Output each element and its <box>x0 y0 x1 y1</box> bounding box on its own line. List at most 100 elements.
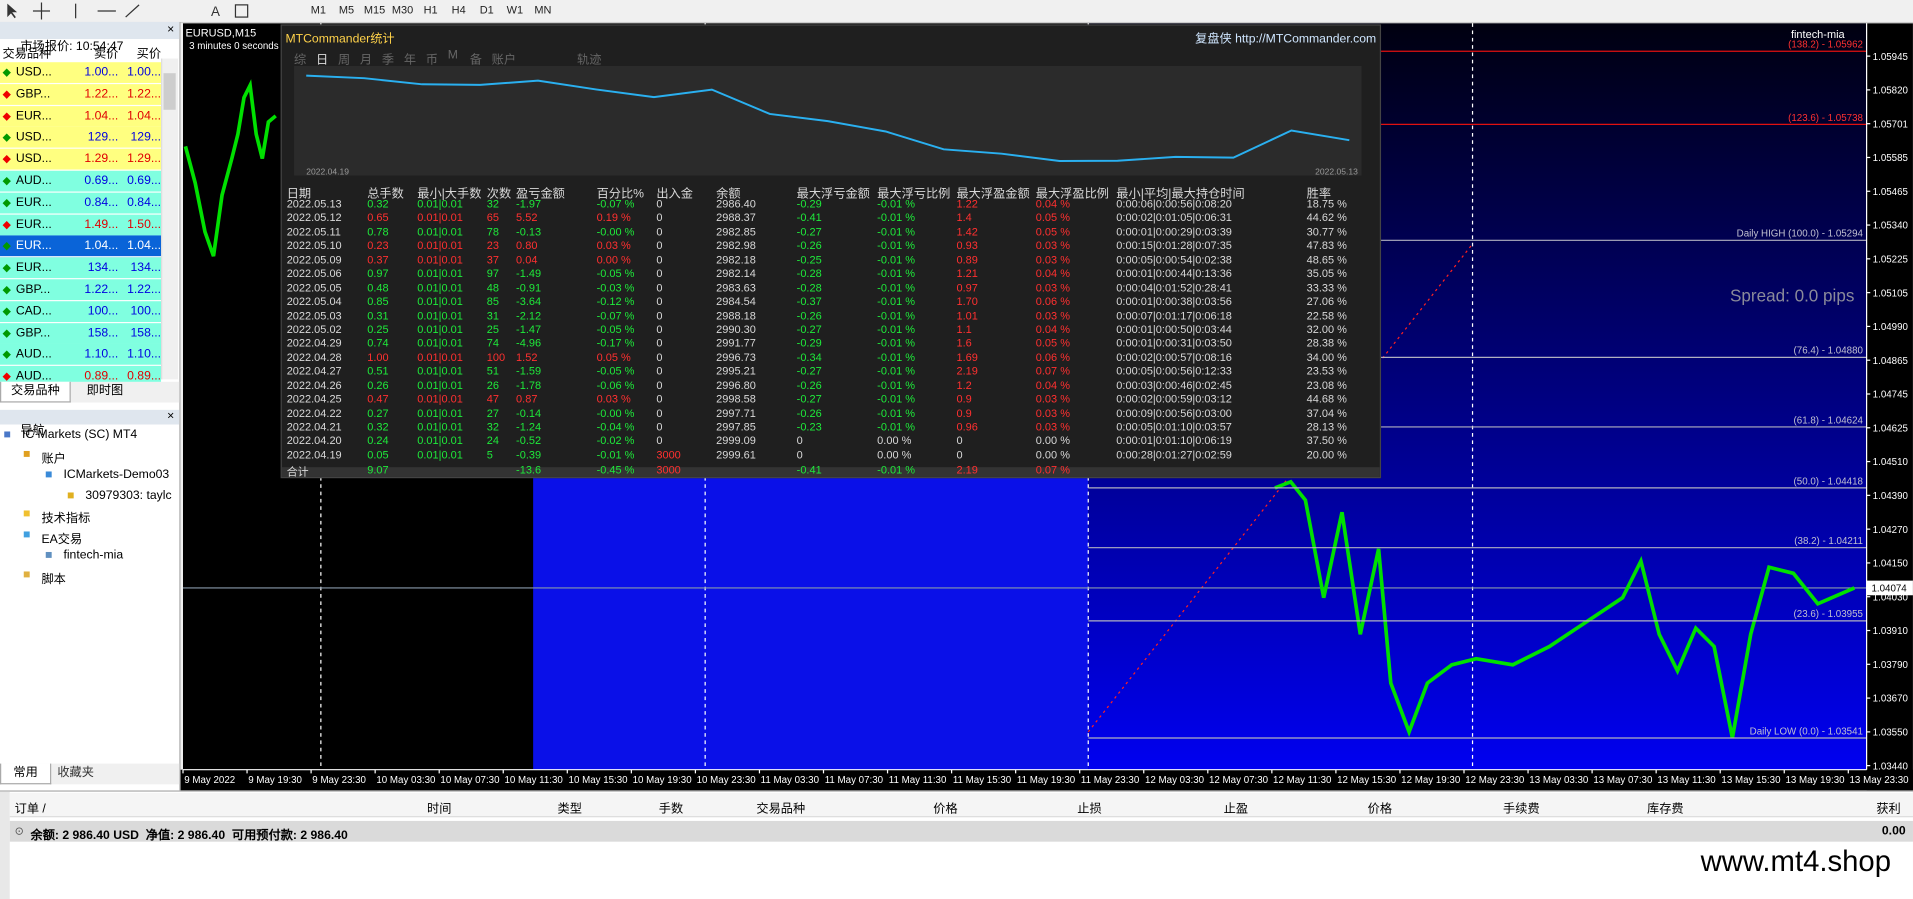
timeframe-button[interactable]: M15 <box>363 3 386 16</box>
timeframe-button[interactable]: H1 <box>423 3 438 16</box>
table-cell: 0.03 % <box>1035 392 1070 406</box>
table-cell: 0.32 <box>367 420 389 434</box>
table-cell: 0:00:05|0:01:10|0:03:57 <box>1116 420 1232 434</box>
table-cell: 0 <box>956 448 963 461</box>
price-label: 1.04390 <box>1873 491 1909 502</box>
tab[interactable]: 常用 <box>0 763 52 785</box>
symbol-row[interactable]: ◆ EUR... 1.04... 1.04... <box>0 235 162 258</box>
column-header[interactable]: 库存费 <box>1647 802 1684 817</box>
column-header[interactable]: 订单 / <box>14 802 46 817</box>
table-cell: 0.00 % <box>877 448 912 461</box>
symbol-row[interactable]: ◆ EUR... 1.49... 1.50... <box>0 214 162 237</box>
symbol-row[interactable]: ◆ USD... 1.00... 1.00... <box>0 62 162 85</box>
timeframe-button[interactable]: M1 <box>310 3 327 16</box>
tab[interactable]: 即时图 <box>86 384 124 398</box>
symbol-row[interactable]: ◆ EUR... 0.84... 0.84... <box>0 192 162 215</box>
stats-tab[interactable]: 年 <box>403 53 417 68</box>
table-cell: 78 <box>486 225 499 238</box>
table-cell: 1.52 <box>516 351 538 364</box>
tree-item[interactable]: ICMarkets-Demo03 <box>63 468 170 482</box>
tree-item[interactable]: IC Markets (SC) MT4 <box>21 428 138 442</box>
column-header[interactable]: 时间 <box>427 802 452 817</box>
symbol-row[interactable]: ◆ AUD... 1.10... 1.10... <box>0 344 162 367</box>
tree-item[interactable]: fintech-mia <box>63 548 124 563</box>
table-cell: 0.01|0.01 <box>417 420 463 434</box>
symbol: EUR... <box>15 217 52 232</box>
navigator-title: 导航 <box>20 424 45 438</box>
table-cell: 0 <box>656 406 663 420</box>
stats-title: MTCommander统计 <box>285 32 395 47</box>
column-header[interactable]: 止盈 <box>1223 802 1249 817</box>
table-cell: 0.01|0.01 <box>417 448 463 461</box>
stats-tab[interactable]: 备 <box>469 53 482 68</box>
stats-tab[interactable]: 综 <box>294 53 307 68</box>
scrollbar[interactable] <box>161 58 179 380</box>
timeframe-button[interactable]: D1 <box>479 3 494 16</box>
timeframe-button[interactable]: M5 <box>338 3 355 16</box>
toolbar-icons[interactable]: A <box>0 0 305 22</box>
balance-row: ⊙ 余额: 2 986.40 USD 净值: 2 986.40 可用预付款: 2… <box>9 820 1913 843</box>
time-label: 11 May 19:30 <box>1017 775 1076 786</box>
table-cell: 2995.21 <box>716 365 756 378</box>
stats-tab[interactable]: 月 <box>359 53 373 68</box>
timeframe-button[interactable]: M30 <box>391 3 414 16</box>
tree-item[interactable]: 账户 <box>41 452 66 466</box>
table-cell: -0.01 % <box>877 392 916 406</box>
symbol-row[interactable]: ◆ USD... 129... 129... <box>0 127 162 150</box>
stats-tab[interactable]: 季 <box>381 53 395 68</box>
symbol-row[interactable]: ◆ GBP... 1.22... 1.22... <box>0 83 162 106</box>
table-header: 次数 <box>486 187 512 202</box>
price-label: 1.05340 <box>1873 221 1909 232</box>
tree-item[interactable]: 30979303: taylc <box>85 489 172 503</box>
close-button[interactable]: × <box>167 409 175 424</box>
stats-tab[interactable]: M <box>447 48 458 63</box>
table-cell: 0.03 % <box>1035 253 1070 266</box>
symbol: GBP... <box>15 282 51 297</box>
symbol-row[interactable]: ◆ AUD... 0.69... 0.69... <box>0 170 162 193</box>
tree-item[interactable]: 脚本 <box>41 573 66 587</box>
stats-tab[interactable]: 日 <box>315 53 329 68</box>
table-cell: 18.75 % <box>1306 197 1347 210</box>
timeframe-button[interactable]: MN <box>534 3 552 16</box>
table-cell: 2996.73 <box>716 351 756 364</box>
time-label: 13 May 23:30 <box>1850 775 1910 786</box>
stats-tab[interactable]: 币 <box>425 53 438 68</box>
stats-tab[interactable]: 周 <box>337 53 351 68</box>
column-header[interactable]: 价格 <box>1367 802 1393 817</box>
column-header[interactable]: 手续费 <box>1503 802 1540 817</box>
time-label: 13 May 03:30 <box>1529 775 1589 786</box>
table-cell: 0:00:01|0:01:10|0:06:19 <box>1116 434 1232 448</box>
column-header[interactable]: 价格 <box>933 802 958 817</box>
price: 1.10... <box>127 348 162 362</box>
table-cell: -1.47 <box>516 323 542 336</box>
stats-tab[interactable]: 账户 <box>491 53 517 68</box>
symbol-row[interactable]: ◆ CAD... 100... 100... <box>0 301 162 323</box>
close-button[interactable]: × <box>167 23 175 37</box>
symbol-row[interactable]: ◆ EUR... 134... 134... <box>0 257 162 280</box>
scroll-thumb[interactable] <box>163 73 176 110</box>
symbol-row[interactable]: ◆ USD... 1.29... 1.29... <box>0 149 162 172</box>
table-cell: 0.27 <box>367 406 389 420</box>
tree-item[interactable]: EA交易 <box>41 533 83 547</box>
stats-tab[interactable]: 轨迹 <box>577 53 602 68</box>
symbol-row[interactable]: ◆ GBP... 158... 158... <box>0 322 162 345</box>
tab[interactable]: 收藏夹 <box>57 766 94 780</box>
table-cell: 5 <box>486 448 493 461</box>
column-header[interactable]: 类型 <box>557 802 582 817</box>
column-header[interactable]: 止损 <box>1077 802 1102 817</box>
table-cell: 0.07 % <box>1035 365 1070 378</box>
tree-item[interactable]: 技术指标 <box>41 512 91 526</box>
table-cell: 100 <box>486 351 506 364</box>
table-cell: 0.87 <box>516 392 538 406</box>
symbol-row[interactable]: ◆ EUR... 1.04... 1.04... <box>0 105 162 128</box>
timeframe-button[interactable]: H4 <box>451 3 466 16</box>
time-label: 13 May 15:30 <box>1721 775 1781 786</box>
column-header[interactable]: 手数 <box>658 802 684 817</box>
tab[interactable]: 交易品种 <box>0 381 71 403</box>
column-header[interactable]: 获利 <box>1876 802 1901 817</box>
table-cell: 0:00:01|0:00:38|0:03:56 <box>1116 295 1232 308</box>
symbol-row[interactable]: ◆ GBP... 1.22... 1.22... <box>0 279 162 302</box>
timeframe-button[interactable]: W1 <box>506 3 524 16</box>
stats-link[interactable]: 复盘侠 http://MTCommander.com <box>1195 32 1377 47</box>
column-header[interactable]: 交易品种 <box>756 802 806 817</box>
